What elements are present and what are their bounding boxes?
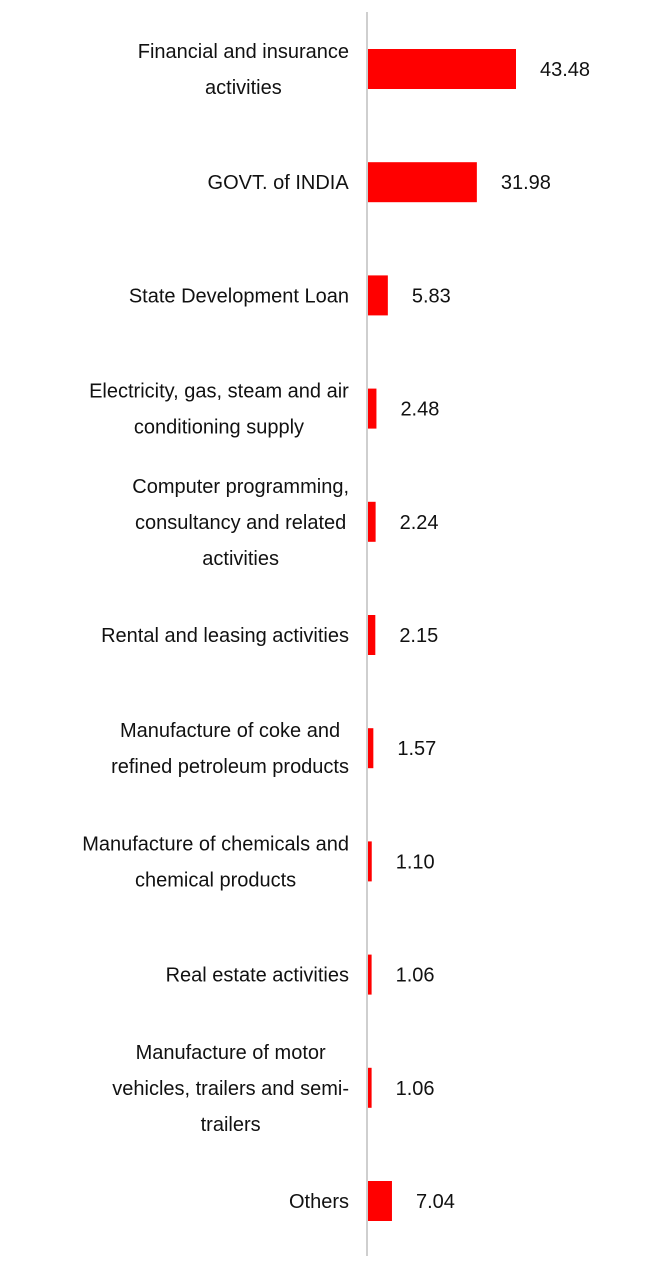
category-label: GOVT. of INDIA: [208, 172, 350, 194]
category-label-line: Others: [289, 1191, 349, 1213]
value-label: 5.83: [412, 285, 451, 307]
value-label: 7.04: [416, 1191, 455, 1213]
bar: [368, 728, 374, 769]
category-label-line: Electricity, gas, steam and air: [89, 381, 349, 403]
value-label: 2.15: [399, 625, 438, 647]
value-label: 2.24: [400, 512, 439, 534]
category-label-line: refined petroleum products: [111, 756, 349, 778]
category-label: Manufacture of coke and refined petroleum…: [111, 720, 349, 778]
value-label: 31.98: [501, 172, 551, 194]
category-label-line: State Development Loan: [129, 285, 349, 307]
bars-group: 43.48 Financial and insurance activities 31…: [82, 41, 590, 1221]
category-label-line: vehicles, trailers and semi-: [112, 1078, 349, 1100]
value-label: 43.48: [540, 59, 590, 81]
category-label-line: Financial and insurance: [138, 41, 349, 63]
category-label-line: consultancy and related: [135, 512, 346, 534]
bar: [368, 275, 388, 316]
category-label-line: activities: [202, 548, 279, 570]
bar: [368, 49, 516, 89]
category-label: Rental and leasing activities: [101, 625, 349, 647]
bar: [368, 162, 477, 203]
category-label: Others: [289, 1191, 349, 1213]
bar: [368, 1181, 392, 1221]
category-label: Financial and insurance activities: [138, 41, 349, 99]
bar: [368, 1067, 372, 1108]
category-label-line: conditioning supply: [134, 417, 304, 439]
value-label: 1.10: [396, 851, 435, 873]
bar: [368, 954, 372, 995]
category-label-line: Computer programming,: [132, 476, 349, 498]
category-label: Manufacture of chemicals and chemical pro…: [82, 833, 349, 891]
category-label: Computer programming, consultancy and rel…: [132, 476, 349, 570]
category-label-line: chemical products: [135, 869, 296, 891]
category-label-line: Manufacture of chemicals and: [82, 833, 349, 855]
category-label: State Development Loan: [129, 285, 349, 307]
value-label: 1.57: [397, 738, 436, 760]
category-label-line: GOVT. of INDIA: [208, 172, 350, 194]
value-label: 2.48: [400, 399, 439, 421]
category-label-line: activities: [205, 77, 282, 99]
bar: [368, 501, 376, 542]
category-label: Manufacture of motor vehicles, trailers a…: [112, 1042, 349, 1136]
value-label: 1.06: [396, 1078, 435, 1100]
category-label-line: Manufacture of coke and: [120, 720, 340, 742]
category-label-line: Rental and leasing activities: [101, 625, 349, 647]
category-label: Electricity, gas, steam and air condition…: [89, 381, 349, 439]
bar: [368, 841, 372, 882]
bar: [368, 388, 377, 429]
category-label-line: Real estate activities: [166, 965, 349, 987]
bar: [368, 615, 376, 655]
category-label: Real estate activities: [166, 965, 349, 987]
value-label: 1.06: [396, 965, 435, 987]
category-label-line: Manufacture of motor: [136, 1042, 326, 1064]
category-label-line: trailers: [201, 1114, 261, 1136]
